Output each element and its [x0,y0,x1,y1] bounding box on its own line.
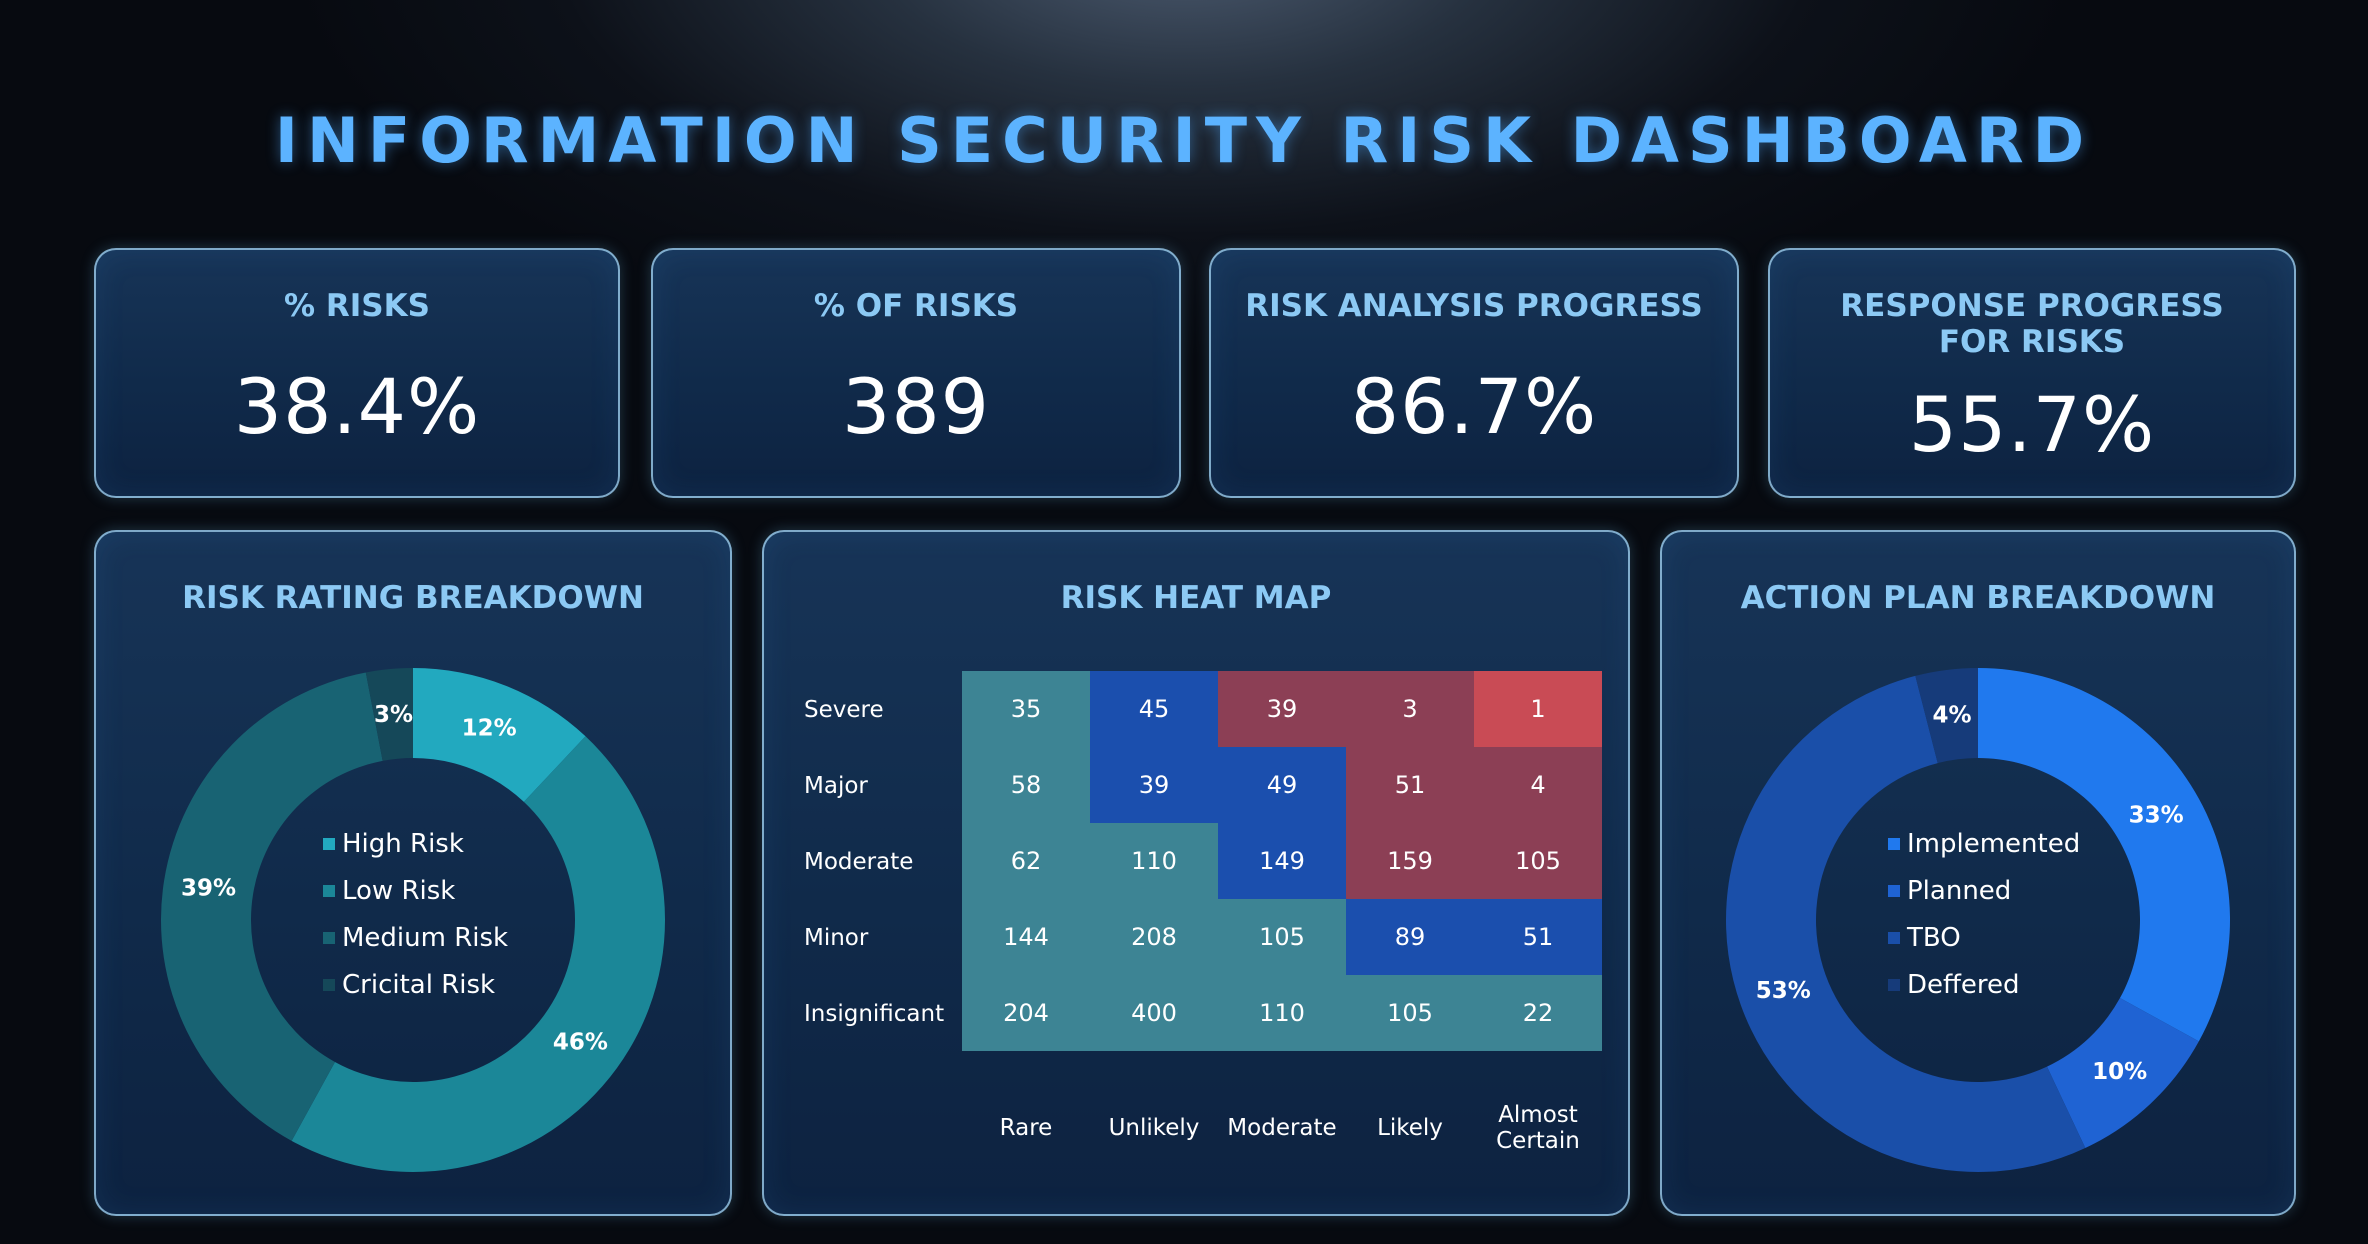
risk-rating-panel: RISK RATING BREAKDOWN 12% 46% 39% 3% High Ri… [94,530,732,1216]
heat-map-cell: 89 [1346,899,1474,975]
legend-label: Deffered [1907,970,2020,1000]
legend-swatch [323,885,335,897]
heat-map-cell: 62 [962,823,1090,899]
heat-map-cell: 49 [1218,747,1346,823]
heat-map-cell: 3 [1346,671,1474,747]
donut-slice-deffered [1915,668,1978,764]
heat-map-cell: 35 [962,671,1090,747]
heat-map-cell: 110 [1218,975,1346,1051]
dashboard-title: INFORMATION SECURITY RISK DASHBOARD [274,104,2094,177]
legend-swatch [323,932,335,944]
heat-map-row-label: Major [804,773,868,799]
donut-slice-implemented [1978,668,2230,1042]
heat-map-row-label: Moderate [804,849,914,875]
slice-label: 46% [553,1030,608,1056]
heat-map-cell: 204 [962,975,1090,1051]
kpi-value: 55.7% [1908,380,2156,469]
risk-heat-map-panel: RISK HEAT MAP Severe 35 45 39 3 1 Major 58 39 49 5… [762,530,1630,1216]
kpi-label: % RISKS [284,288,430,324]
heat-map-cell: 58 [962,747,1090,823]
kpi-card-risks-count: % OF RISKS 389 [651,248,1181,498]
kpi-card-risk-analysis-progress: RISK ANALYSIS PROGRESS 86.7% [1209,248,1739,498]
heat-map-cell: 400 [1090,975,1218,1051]
heat-map-cell: 105 [1474,823,1602,899]
heat-map-cell: 1 [1474,671,1602,747]
legend-label: Medium Risk [342,923,508,953]
heat-map-column-label: Unlikely [1108,1115,1200,1141]
action-plan-panel: ACTION PLAN BREAKDOWN 33% 10% 53% 4% Impleme… [1660,530,2296,1216]
legend-label: TBO [1906,923,1961,953]
slice-label: 39% [181,876,236,902]
heat-map-row-label: Severe [804,697,884,723]
slice-label: 10% [2092,1059,2147,1085]
kpi-card-risks-percent: % RISKS 38.4% [94,248,620,498]
donut-slice-high-risk [413,668,586,802]
heat-map-cell: 4 [1474,747,1602,823]
heat-map-cell: 51 [1346,747,1474,823]
risk-rating-donut: 12% 46% 39% 3% High Risk Low Risk Medium Risk C… [160,668,666,1172]
legend-swatch [1888,932,1900,944]
legend-label: Planned [1907,876,2011,906]
legend-label: Low Risk [342,876,455,906]
heat-map-cell: 22 [1474,975,1602,1051]
heat-map-cell: 105 [1218,899,1346,975]
donut-slice-low-risk [291,736,666,1172]
slice-label: 4% [1933,703,1972,729]
slice-label: 33% [2129,803,2184,829]
donut-slice-tbo [1726,675,2086,1172]
kpi-value: 389 [841,362,991,451]
slice-label: 53% [1756,978,1811,1004]
kpi-label: FOR RISKS [1938,324,2126,360]
legend-label: Implemented [1907,829,2080,859]
legend-swatch [1888,885,1900,897]
heat-map-column-label: Rare [999,1115,1053,1141]
heat-map-column-label: Moderate [1227,1115,1337,1141]
donut-slice-medium-risk [160,672,383,1141]
heat-map-column-label: Almost [1498,1102,1578,1128]
legend-swatch [323,838,335,850]
heat-map-row-label: Minor [804,925,869,951]
legend-swatch [1888,979,1900,991]
heat-map-cell: 45 [1090,671,1218,747]
kpi-label: RISK ANALYSIS PROGRESS [1245,288,1703,324]
legend-swatch [323,979,335,991]
heat-map-cell: 39 [1218,671,1346,747]
heat-map-cell: 159 [1346,823,1474,899]
heat-map-row-label: Insignificant [804,1001,945,1027]
heat-map-column-label: Likely [1377,1115,1443,1141]
legend-label: High Risk [342,829,464,859]
heat-map-column-label: Certain [1496,1128,1580,1154]
action-plan-donut: 33% 10% 53% 4% Implemented Planned TBO Deffered [1726,668,2230,1172]
donut-slice-cricital-risk [365,668,413,761]
heat-map-cell: 39 [1090,747,1218,823]
slice-label: 12% [462,716,517,742]
panel-title: RISK RATING BREAKDOWN [182,580,644,616]
legend-swatch [1888,838,1900,850]
slice-label: 3% [374,702,413,728]
panel-title: ACTION PLAN BREAKDOWN [1740,580,2216,616]
kpi-card-response-progress: RESPONSE PROGRESS FOR RISKS 55.7% [1768,248,2296,498]
legend-label: Cricital Risk [342,970,495,1000]
heat-map-cell: 144 [962,899,1090,975]
heat-map-cell: 149 [1218,823,1346,899]
donut-slice-planned [2046,998,2199,1149]
panel-title: RISK HEAT MAP [1060,580,1332,616]
heat-map-cell: 51 [1474,899,1602,975]
kpi-label: % OF RISKS [813,288,1019,324]
heat-map-cell: 208 [1090,899,1218,975]
heat-map-cell: 110 [1090,823,1218,899]
kpi-label: RESPONSE PROGRESS [1840,288,2224,324]
kpi-value: 86.7% [1350,362,1598,451]
kpi-value: 38.4% [233,362,481,451]
heat-map-cell: 105 [1346,975,1474,1051]
